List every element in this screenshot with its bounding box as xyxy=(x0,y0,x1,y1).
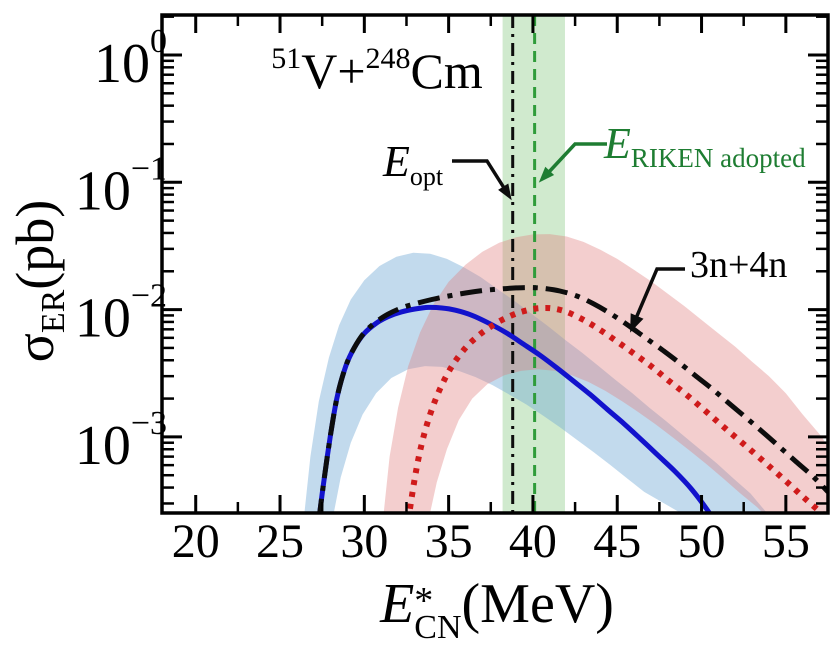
annotation-arrows xyxy=(452,142,685,333)
y-tick-label-1e−2: 10−2 xyxy=(75,278,167,350)
e-riken-symbol: E xyxy=(604,119,631,168)
reaction-title: 51V+248Cm xyxy=(232,42,522,99)
title-plus: + xyxy=(337,43,366,99)
channel-arrow xyxy=(632,267,685,324)
black-dash-dot-curve xyxy=(317,285,827,512)
title-mass-248: 248 xyxy=(365,42,411,75)
plot-area xyxy=(304,16,827,512)
e-opt-arrowhead xyxy=(498,183,512,201)
x-tick-label-55: 55 xyxy=(762,515,810,568)
e-riken-subscript: RIKEN adopted xyxy=(630,143,806,173)
x-tick-label-40: 40 xyxy=(509,515,557,568)
e-riken-arrowhead xyxy=(538,166,555,183)
axes-frame: 20 25 30 35 40 45 50 55 100 10−1 10−2 10−3 xyxy=(75,13,830,568)
e-riken-arrow xyxy=(546,142,607,175)
x-label-scripts: * CN xyxy=(414,580,462,646)
x-label-e: E xyxy=(380,573,415,635)
x-label-star: * xyxy=(414,580,434,622)
x-tick-label-30: 30 xyxy=(340,515,388,568)
title-element-cm: Cm xyxy=(410,43,483,99)
e-opt-arrow xyxy=(452,159,508,192)
x-tick-label-25: 25 xyxy=(256,515,304,568)
x-tick-label-50: 50 xyxy=(678,515,726,568)
e-opt-label: Eopt xyxy=(383,140,443,190)
y-tick-label-1e−3: 10−3 xyxy=(75,405,167,477)
x-label-cn: CN xyxy=(414,609,462,646)
title-mass-51: 51 xyxy=(271,42,302,75)
y-label-er: ER xyxy=(35,289,72,334)
y-label-sigma: σ xyxy=(5,333,65,363)
channel-3n-4n-label: 3n+4n xyxy=(690,244,788,286)
y-tick-label-1e0: 100 xyxy=(94,23,167,95)
x-axis-label: E * CN (MeV) xyxy=(317,573,677,646)
y-tick-label-1e−1: 10−1 xyxy=(75,150,167,222)
y-label-unit: (pb) xyxy=(5,199,65,290)
x-tick-label-45: 45 xyxy=(593,515,641,568)
e-opt-symbol: E xyxy=(383,137,410,186)
e-riken-adopted-label: ERIKEN adopted xyxy=(604,122,806,172)
x-label-unit: (MeV) xyxy=(461,573,614,635)
e-opt-subscript: opt xyxy=(409,162,444,191)
y-axis-label: σER(pb) xyxy=(5,101,72,461)
x-tick-label-35: 35 xyxy=(425,515,473,568)
red-dotted-curve xyxy=(406,304,826,512)
channel-arrowhead xyxy=(630,313,644,333)
x-tick-label-20: 20 xyxy=(172,515,220,568)
pink-uncertainty-band xyxy=(383,234,827,512)
title-element-v: V xyxy=(301,43,338,99)
